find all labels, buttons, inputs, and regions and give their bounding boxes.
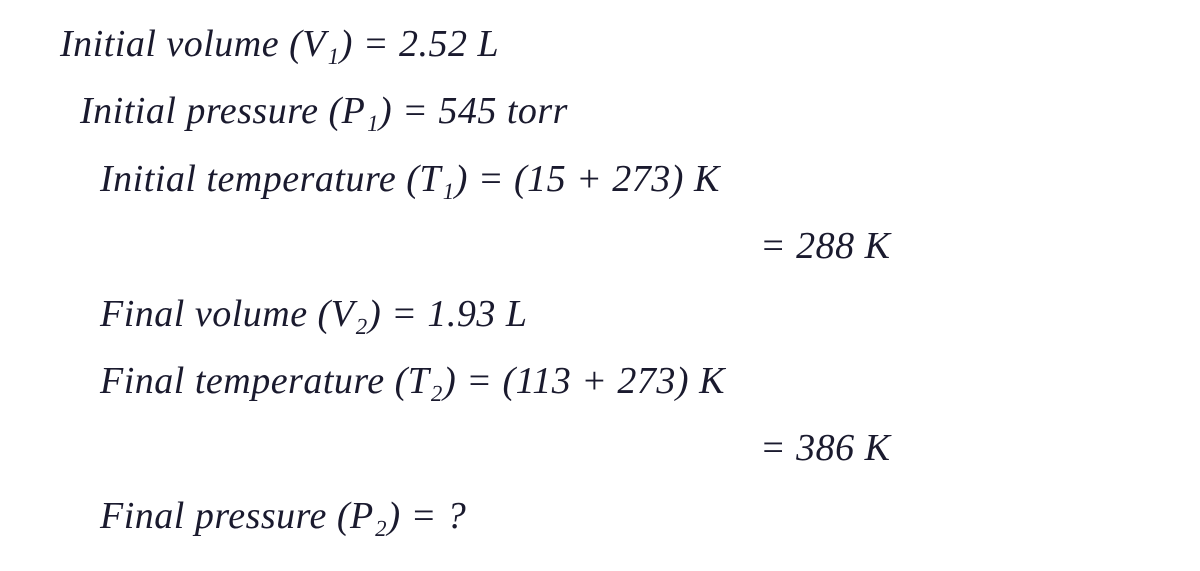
line-t2-result: = 386 K xyxy=(760,424,1160,473)
line-t1-result: = 288 K xyxy=(760,222,1160,271)
line-initial-pressure: Initial pressure (P₁) = 545 torr xyxy=(80,87,1160,136)
handwritten-notes: Initial volume (V₁) = 2.52 L Initial pre… xyxy=(40,20,1160,541)
line-final-temperature: Final temperature (T₂) = (113 + 273) K xyxy=(100,357,1160,406)
line-initial-volume: Initial volume (V₁) = 2.52 L xyxy=(60,20,1160,69)
line-initial-temperature: Initial temperature (T₁) = (15 + 273) K xyxy=(100,155,1160,204)
line-final-pressure: Final pressure (P₂) = ? xyxy=(100,492,1160,541)
line-final-volume: Final volume (V₂) = 1.93 L xyxy=(100,290,1160,339)
